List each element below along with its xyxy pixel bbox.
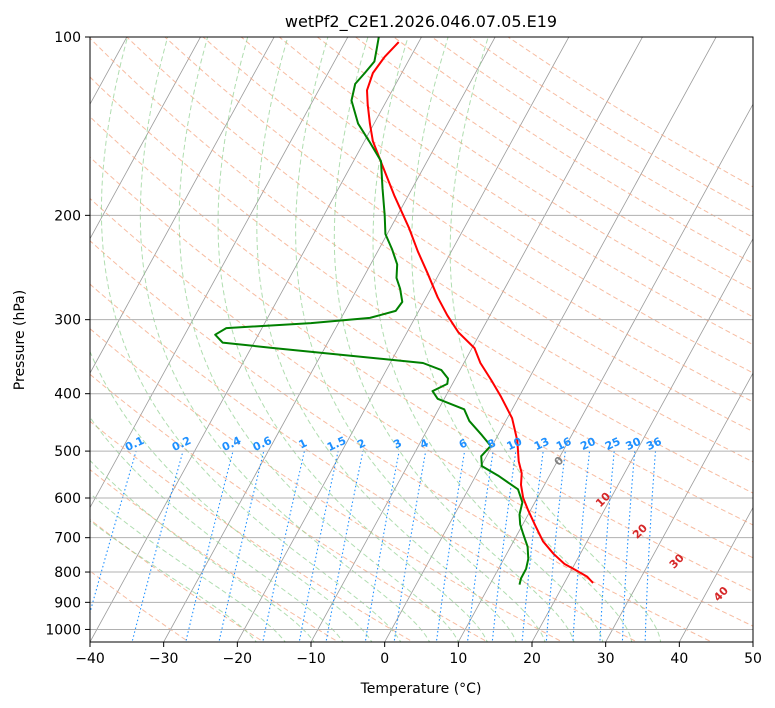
x-tick-label: 40 [670, 651, 688, 667]
mixing-ratio-label: 13 [532, 435, 551, 453]
mixing-ratio-line [262, 450, 305, 642]
isotherm-line [310, 37, 643, 642]
pressure-grid [90, 37, 753, 630]
isotherm-line [752, 641, 753, 642]
mixing-ratio-label: 20 [578, 435, 598, 453]
mixing-ratio-line [644, 451, 657, 642]
plot-frame [89, 36, 754, 643]
temperature-profile-line [366, 41, 594, 584]
mixing-ratio-label: 30 [624, 435, 644, 453]
isotherm-line [0, 24, 60, 645]
isotherm-line [90, 37, 422, 642]
y-tick-label: 200 [54, 208, 81, 224]
moist-adiabat-line [90, 459, 315, 642]
isotherm-line [605, 372, 753, 642]
y-tick-label: 900 [54, 595, 81, 611]
y-tick-label: 500 [54, 444, 81, 460]
x-tick-label: 50 [744, 651, 762, 667]
isotherm-line [163, 37, 496, 642]
data-series [214, 37, 594, 585]
y-tick-label: 600 [54, 491, 81, 507]
x-axis-ticks: −40 −30 −20 −10 0 10 20 30 40 50 [75, 642, 762, 667]
mixing-ratio-label: 10 [505, 435, 525, 453]
x-tick-label: −10 [296, 651, 326, 667]
dry-adiabat-line [90, 37, 753, 494]
y-tick-label: 700 [54, 531, 81, 547]
x-tick-label: −20 [223, 651, 253, 667]
isotherm-line [678, 506, 753, 642]
dry-adiabat-line [240, 37, 753, 374]
dry-adiabat-line [90, 469, 340, 642]
y-tick-label: 1000 [45, 622, 81, 638]
isotherm-line [90, 37, 275, 374]
y-tick-label: 800 [54, 565, 81, 581]
moist-adiabat-line [217, 37, 488, 642]
isotherm-line [236, 37, 570, 642]
isotherm-line [531, 237, 753, 642]
chart-title: wetPf2_C2E1.2026.046.07.05.E19 [285, 12, 557, 32]
mixing-ratio-line [218, 450, 265, 642]
mixing-ratio-line [325, 450, 364, 642]
mixing-ratio-line [298, 450, 339, 642]
x-tick-label: 0 [380, 651, 389, 667]
dry-adiabat-line [90, 240, 713, 642]
dry-adiabat-line [164, 37, 753, 433]
mixing-ratio-label: 25 [603, 435, 622, 453]
mixing-ratio-line [131, 450, 184, 642]
x-tick-label: 10 [449, 651, 467, 667]
dry-adiabat-line [90, 116, 753, 559]
dry-adiabat-line [90, 76, 753, 526]
x-tick-label: 20 [523, 651, 541, 667]
y-tick-label: 400 [54, 387, 81, 403]
dry-adiabat-line [90, 156, 753, 593]
mixing-ratio-label: 36 [644, 435, 664, 453]
mixing-ratio-line [185, 450, 234, 642]
isotherm-line [384, 37, 717, 642]
x-tick-label: −40 [75, 651, 105, 667]
y-tick-label: 300 [54, 313, 81, 329]
mixing-ratio-label: 16 [554, 435, 574, 453]
y-axis-ticks: 100 200 300 400 500 600 700 800 900 1000 [45, 30, 90, 638]
x-tick-label: −30 [149, 651, 179, 667]
y-axis-label: Pressure (hPa) [12, 290, 28, 390]
dry-adiabat-line [202, 37, 753, 403]
x-axis-label: Temperature (°C) [360, 681, 482, 697]
dry-adiabat-line [355, 37, 753, 291]
isotherm-line [90, 37, 349, 509]
y-tick-label: 100 [54, 30, 81, 46]
x-tick-label: 30 [597, 651, 615, 667]
mixing-ratio-line [364, 451, 400, 642]
dewpoint-profile-line [214, 37, 530, 585]
plot-background [90, 37, 753, 642]
isotherm-line [90, 37, 201, 240]
